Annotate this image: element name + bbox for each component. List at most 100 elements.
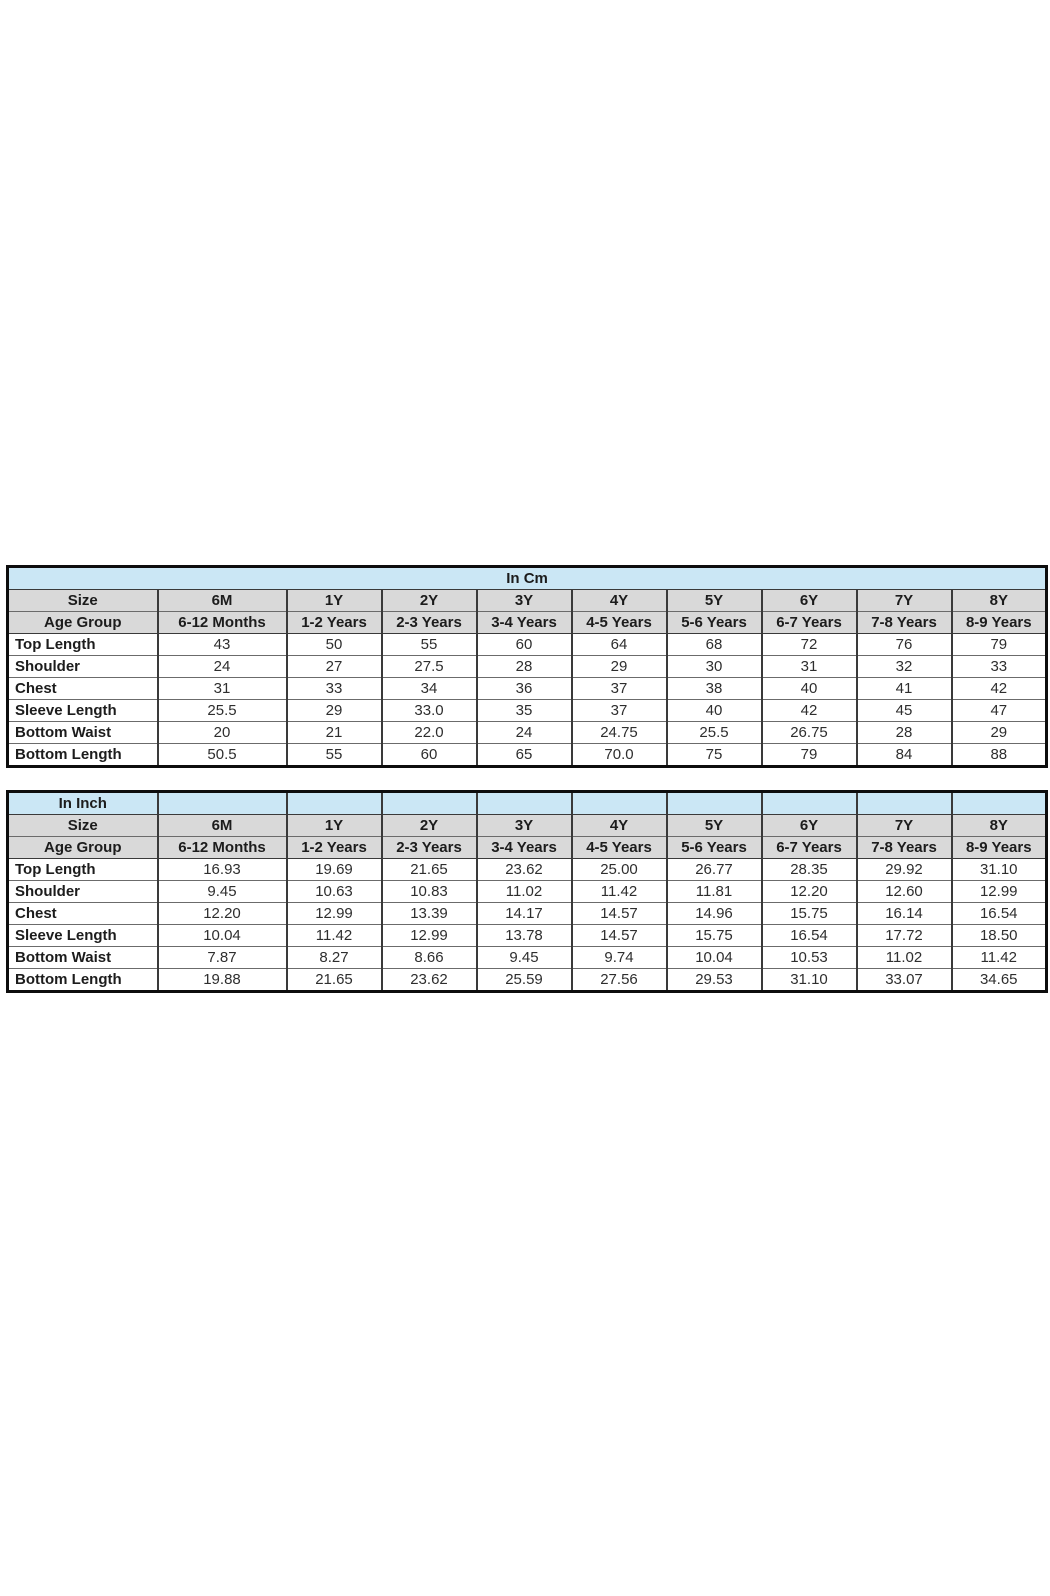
measurement-value: 27 <box>285 655 383 678</box>
title-empty-cell <box>380 791 478 815</box>
title-empty-cell <box>665 791 763 815</box>
measurement-value: 24.75 <box>570 721 668 744</box>
measurement-label: Shoulder <box>6 880 159 903</box>
measurement-value: 9.45 <box>156 880 288 903</box>
size-column-header: 6M <box>156 589 288 612</box>
measurement-value: 21.65 <box>380 858 478 881</box>
measurement-row: Bottom Waist 20 21 22.0 24 24.75 25.5 26.75 28 29 <box>6 721 1048 744</box>
size-column-header: 4Y <box>570 814 668 837</box>
size-column-header: 2Y <box>380 814 478 837</box>
title-empty-cell <box>760 791 858 815</box>
measurement-value: 23.62 <box>475 858 573 881</box>
measurement-value: 65 <box>475 743 573 767</box>
measurement-value: 72 <box>760 633 858 656</box>
measurement-label: Chest <box>6 677 159 700</box>
measurement-value: 16.54 <box>950 902 1048 925</box>
table-title-row: In Inch <box>6 791 1048 815</box>
age-group-cell: 2-3 Years <box>380 836 478 859</box>
measurement-value: 84 <box>855 743 953 767</box>
size-column-header: 6Y <box>760 589 858 612</box>
measurement-label: Sleeve Length <box>6 924 159 947</box>
measurement-value: 26.75 <box>760 721 858 744</box>
measurement-value: 28.35 <box>760 858 858 881</box>
size-chart-inch-table: In Inch Size 6M 1Y 2Y 3Y 4Y 5Y 6Y 7Y 8Y Age Group 6-… <box>6 790 1048 993</box>
measurement-row: Bottom Waist 7.87 8.27 8.66 9.45 9.74 10.04 10.… <box>6 946 1048 969</box>
measurement-value: 8.66 <box>380 946 478 969</box>
size-column-header: 5Y <box>665 589 763 612</box>
measurement-value: 29 <box>950 721 1048 744</box>
measurement-value: 14.57 <box>570 902 668 925</box>
measurement-label: Bottom Waist <box>6 721 159 744</box>
age-group-row: Age Group 6-12 Months 1-2 Years 2-3 Years 3-… <box>6 611 1048 634</box>
measurement-value: 19.69 <box>285 858 383 881</box>
measurement-label: Chest <box>6 902 159 925</box>
measurement-value: 10.63 <box>285 880 383 903</box>
measurement-row: Shoulder 9.45 10.63 10.83 11.02 11.42 11.81 12.… <box>6 880 1048 903</box>
measurement-value: 26.77 <box>665 858 763 881</box>
age-group-cell: 5-6 Years <box>665 611 763 634</box>
measurement-label: Top Length <box>6 633 159 656</box>
table-title-row: In Cm <box>6 566 1048 590</box>
measurement-value: 42 <box>950 677 1048 700</box>
age-group-cell: 6-7 Years <box>760 611 858 634</box>
age-group-cell: 7-8 Years <box>855 836 953 859</box>
measurement-value: 18.50 <box>950 924 1048 947</box>
measurement-value: 37 <box>570 699 668 722</box>
size-column-header: 6Y <box>760 814 858 837</box>
size-column-header: 4Y <box>570 589 668 612</box>
size-column-header: 8Y <box>950 814 1048 837</box>
measurement-value: 12.99 <box>285 902 383 925</box>
age-group-cell: 2-3 Years <box>380 611 478 634</box>
measurement-value: 22.0 <box>380 721 478 744</box>
measurement-value: 33 <box>950 655 1048 678</box>
title-empty-cell <box>570 791 668 815</box>
age-group-cell: 1-2 Years <box>285 611 383 634</box>
age-group-cell: 7-8 Years <box>855 611 953 634</box>
measurement-row: Chest 12.20 12.99 13.39 14.17 14.57 14.96 15.75… <box>6 902 1048 925</box>
size-chart-cm-table: In Cm Size 6M 1Y 2Y 3Y 4Y 5Y 6Y 7Y 8Y Age Group 6-12… <box>6 565 1049 768</box>
measurement-value: 8.27 <box>285 946 383 969</box>
age-group-cell: 3-4 Years <box>475 611 573 634</box>
measurement-value: 28 <box>475 655 573 678</box>
measurement-value: 14.57 <box>570 924 668 947</box>
measurement-value: 31.10 <box>950 858 1048 881</box>
measurement-value: 15.75 <box>760 902 858 925</box>
measurement-value: 42 <box>760 699 858 722</box>
measurement-value: 15.75 <box>665 924 763 947</box>
measurement-value: 20 <box>156 721 288 744</box>
measurement-label: Shoulder <box>6 655 159 678</box>
measurement-value: 60 <box>380 743 478 767</box>
age-group-cell: 3-4 Years <box>475 836 573 859</box>
measurement-value: 43 <box>156 633 288 656</box>
age-group-cell: 6-12 Months <box>156 611 288 634</box>
measurement-value: 14.17 <box>475 902 573 925</box>
measurement-value: 16.54 <box>760 924 858 947</box>
table-title: In Inch <box>6 791 159 815</box>
size-charts: In Cm Size 6M 1Y 2Y 3Y 4Y 5Y 6Y 7Y 8Y Age Group 6-12… <box>6 565 1049 993</box>
measurement-value: 25.5 <box>665 721 763 744</box>
measurement-value: 30 <box>665 655 763 678</box>
table-title: In Cm <box>6 566 1048 590</box>
measurement-value: 38 <box>665 677 763 700</box>
measurement-value: 29.53 <box>665 968 763 992</box>
measurement-value: 11.02 <box>475 880 573 903</box>
title-empty-cell <box>156 791 288 815</box>
measurement-value: 9.45 <box>475 946 573 969</box>
measurement-value: 10.53 <box>760 946 858 969</box>
measurement-row: Chest 31 33 34 36 37 38 40 41 42 <box>6 677 1048 700</box>
age-group-cell: 6-7 Years <box>760 836 858 859</box>
age-group-row: Age Group 6-12 Months 1-2 Years 2-3 Years 3-… <box>6 836 1048 859</box>
age-group-label: Age Group <box>6 611 159 634</box>
measurement-label: Bottom Length <box>6 968 159 992</box>
measurement-value: 68 <box>665 633 763 656</box>
measurement-value: 16.93 <box>156 858 288 881</box>
size-header-row: Size 6M 1Y 2Y 3Y 4Y 5Y 6Y 7Y 8Y <box>6 814 1048 837</box>
measurement-value: 75 <box>665 743 763 767</box>
measurement-value: 31.10 <box>760 968 858 992</box>
measurement-label: Sleeve Length <box>6 699 159 722</box>
measurement-value: 64 <box>570 633 668 656</box>
measurement-row: Top Length 16.93 19.69 21.65 23.62 25.00 26.77… <box>6 858 1048 881</box>
size-column-header: 7Y <box>855 589 953 612</box>
measurement-value: 24 <box>156 655 288 678</box>
measurement-value: 12.99 <box>380 924 478 947</box>
